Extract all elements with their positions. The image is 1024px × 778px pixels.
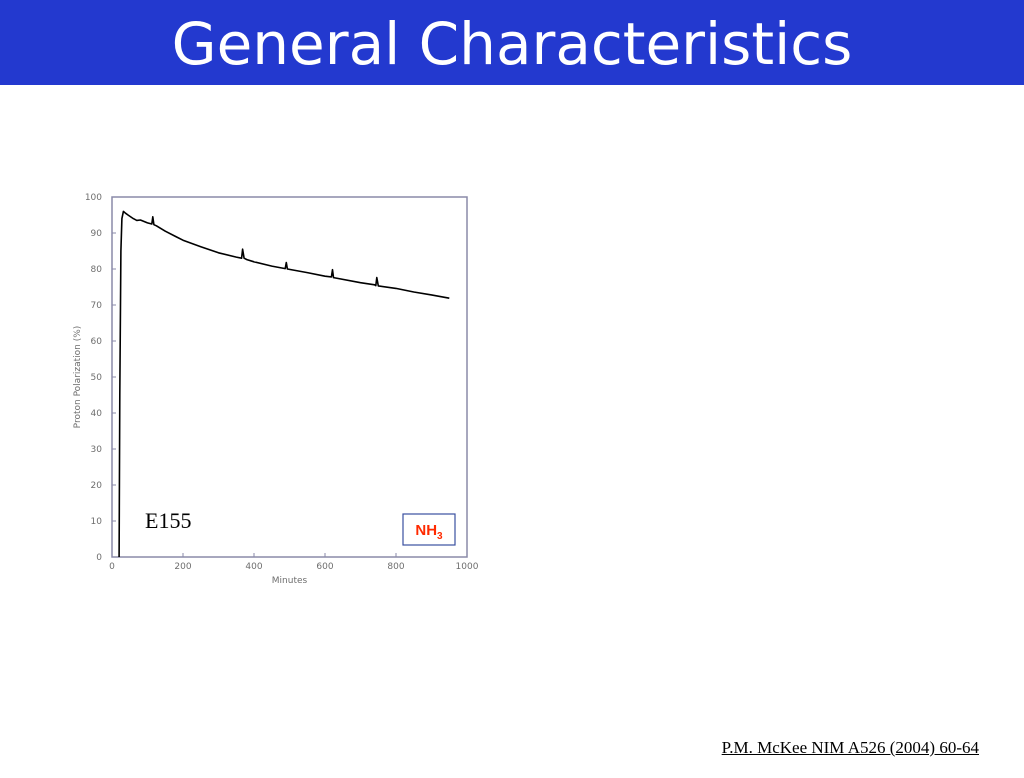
plot-frame [111, 196, 468, 558]
x-tick-label: 1000 [456, 562, 479, 572]
y-tick-label: 100 [85, 193, 102, 203]
slide-title: General Characteristics [171, 10, 853, 78]
x-tick-label: 200 [174, 562, 191, 572]
citation-link[interactable]: P.M. McKee NIM A526 (2004) 60-64 [721, 738, 979, 757]
polarization-curve [118, 210, 450, 558]
y-tick-label: 30 [91, 445, 103, 455]
legend-label: NH3 [415, 522, 443, 542]
y-tick-label: 50 [91, 373, 103, 383]
y-tick-label: 40 [91, 409, 103, 419]
x-tick-label: 800 [387, 562, 404, 572]
title-bar [0, 0, 1024, 85]
x-axis-label: Minutes [272, 576, 308, 586]
legend-label-base: NH [415, 522, 437, 539]
y-axis-label: Proton Polarization (%) [73, 326, 83, 429]
y-tick-label: 20 [91, 481, 103, 491]
y-tick-label: 10 [91, 517, 103, 527]
x-tick-label: 600 [316, 562, 333, 572]
y-tick-label: 80 [91, 265, 103, 275]
chart-annotation: E155 [145, 508, 191, 533]
x-tick-label: 0 [109, 562, 115, 572]
legend-box [402, 513, 456, 546]
y-tick-label: 60 [91, 337, 103, 347]
legend-label-subscript: 3 [437, 531, 443, 542]
y-tick-label: 70 [91, 301, 103, 311]
y-tick-label: 0 [96, 553, 102, 563]
x-tick-label: 400 [245, 562, 262, 572]
y-tick-label: 90 [91, 229, 103, 239]
